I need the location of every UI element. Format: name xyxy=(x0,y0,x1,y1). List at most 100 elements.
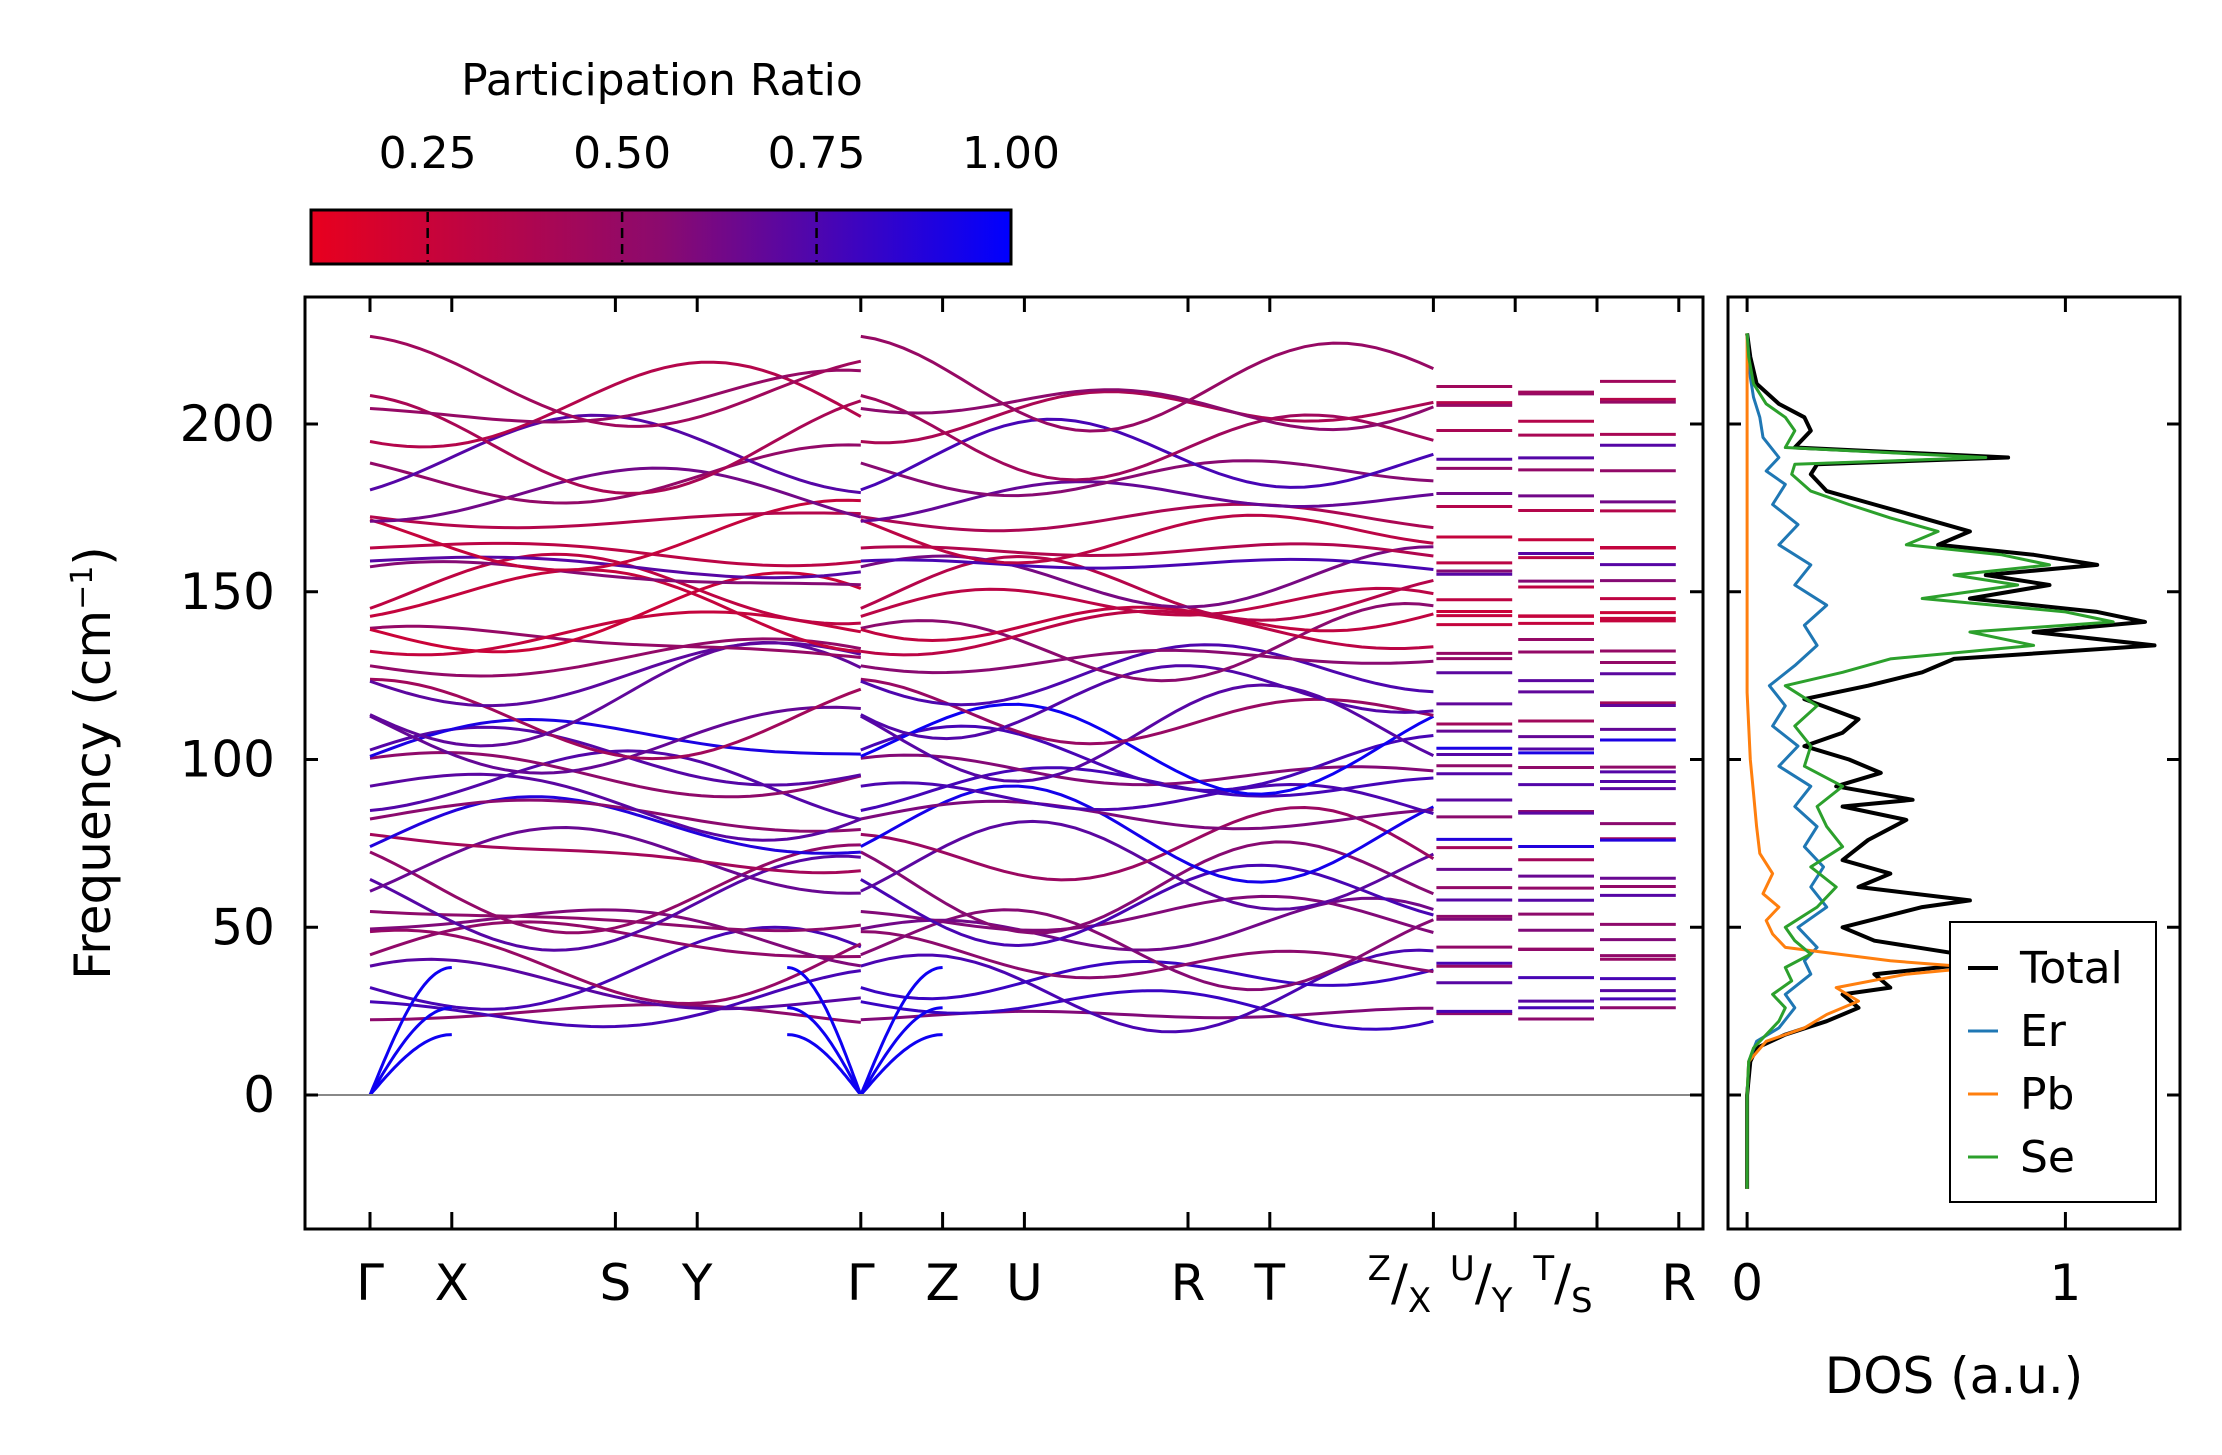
band-line-135 xyxy=(369,568,861,653)
band-line-55 xyxy=(369,832,861,875)
band-line-106 xyxy=(860,664,1434,741)
band-line-170 xyxy=(369,466,862,523)
x-tick-label-upper: T xyxy=(1532,1249,1554,1289)
band-line-10 xyxy=(369,957,861,1011)
x-tick-label: T/S xyxy=(1532,1249,1592,1321)
band-line-201 xyxy=(860,334,1434,433)
x-tick-label: Z xyxy=(925,1254,959,1312)
band-line-195 xyxy=(369,368,861,424)
acoustic-branch-205 xyxy=(368,1033,452,1096)
x-tick-label: X xyxy=(435,1254,469,1312)
acoustic-branch-209 xyxy=(787,1006,863,1096)
dos-x-axis-label: DOS (a.u.) xyxy=(1825,1347,2084,1405)
dos-line-total xyxy=(1745,333,2157,1189)
band-line-26 xyxy=(860,908,1434,992)
band-line-100 xyxy=(369,677,862,761)
band-line-31 xyxy=(860,896,1434,952)
band-line-156 xyxy=(860,542,1434,558)
dos-axes-frame xyxy=(1726,295,2182,1231)
x-tick-label-slash: / xyxy=(1475,1254,1492,1312)
acoustic-branch-206 xyxy=(787,1033,862,1096)
band-line-140 xyxy=(369,552,861,626)
legend: Total Er Pb Se xyxy=(1949,921,2157,1203)
band-line-191 xyxy=(860,390,1434,445)
colorbar-tick-label: 1.00 xyxy=(962,128,1060,179)
band-line-166 xyxy=(860,502,1434,533)
band-line-65 xyxy=(369,798,861,833)
band-line-91 xyxy=(860,702,1435,796)
legend-label: Pb xyxy=(2020,1069,2074,1120)
dos-line-se xyxy=(1745,333,2115,1189)
x-tick-label: Γ xyxy=(847,1254,875,1312)
x-tick-label: U xyxy=(1006,1254,1043,1312)
band-line-60 xyxy=(369,795,861,855)
band-line-186 xyxy=(860,394,1434,482)
band-line-130 xyxy=(369,571,862,654)
x-tick-label-lower: Y xyxy=(1491,1281,1513,1321)
y-tick-label: 0 xyxy=(243,1066,275,1124)
band-line-141 xyxy=(860,554,1434,622)
colorbar-tick-label: 0.75 xyxy=(768,128,866,179)
acoustic-branch-213 xyxy=(859,966,943,1096)
band-line-86 xyxy=(860,724,1434,792)
band-line-61 xyxy=(860,784,1435,884)
x-tick-label-lower: S xyxy=(1571,1281,1593,1321)
x-tick-label-upper: Z xyxy=(1368,1249,1391,1289)
band-axes-frame xyxy=(303,295,1705,1231)
x-tick-label: R xyxy=(1171,1254,1206,1312)
x-tick-label-slash: / xyxy=(1391,1254,1408,1312)
band-line-45 xyxy=(369,843,861,935)
band-line-41 xyxy=(860,863,1434,948)
acoustic-branch-210 xyxy=(859,1006,943,1096)
band-line-66 xyxy=(860,799,1434,831)
legend-label: Er xyxy=(2020,1006,2067,1057)
band-line-171 xyxy=(860,480,1434,523)
x-tick-label: R xyxy=(1661,1254,1696,1312)
dos-panel: 0 1 DOS (a.u.) Total Er Pb Se xyxy=(1726,295,2182,1405)
band-line-116 xyxy=(860,648,1434,675)
y-tick-label: 50 xyxy=(211,898,275,956)
y-tick-label: 200 xyxy=(180,395,275,453)
band-line-176 xyxy=(860,459,1434,498)
x-tick-label: Γ xyxy=(356,1254,384,1312)
acoustic-branch-212 xyxy=(787,966,863,1096)
y-tick-label: 150 xyxy=(180,563,275,621)
band-line-115 xyxy=(369,637,862,678)
band-line-40 xyxy=(369,854,861,952)
band-line-110 xyxy=(369,641,862,708)
x-tick-label-slash: / xyxy=(1554,1254,1571,1312)
band-line-145 xyxy=(369,560,861,587)
band-line-190 xyxy=(369,360,862,449)
band-line-51 xyxy=(860,819,1435,911)
x-tick-label-upper: U xyxy=(1450,1249,1475,1289)
band-line-5 xyxy=(369,969,862,1029)
band-line-25 xyxy=(369,920,861,959)
band-line-20 xyxy=(369,928,862,1006)
y-tick-label: 100 xyxy=(180,731,275,789)
band-line-121 xyxy=(860,601,1434,683)
band-line-56 xyxy=(860,805,1435,882)
x-tick-label: Y xyxy=(681,1254,713,1312)
band-line-16 xyxy=(860,959,1434,1001)
band-line-36 xyxy=(860,894,1434,934)
colorbar-tick-label: 0.25 xyxy=(379,128,477,179)
x-tick-label: S xyxy=(600,1254,632,1312)
band-line-160 xyxy=(369,498,861,572)
x-tick-label: T xyxy=(1254,1254,1286,1312)
band-line-90 xyxy=(369,717,861,758)
band-line-155 xyxy=(369,541,861,568)
dos-x-tick-label: 0 xyxy=(1731,1254,1763,1312)
band-line-136 xyxy=(860,586,1434,618)
band-line-175 xyxy=(369,443,861,505)
colorbar-gradient xyxy=(309,208,1013,266)
band-line-196 xyxy=(860,388,1434,432)
band-line-6 xyxy=(860,989,1434,1031)
band-line-95 xyxy=(369,705,861,775)
dos-line-pb xyxy=(1745,333,1978,1189)
band-line-75 xyxy=(369,749,862,821)
acoustic-branch-208 xyxy=(368,1006,452,1096)
y-axis-label: Frequency (cm−1) xyxy=(64,546,122,980)
dos-line-er xyxy=(1745,333,1829,1189)
band-line-120 xyxy=(369,624,861,659)
